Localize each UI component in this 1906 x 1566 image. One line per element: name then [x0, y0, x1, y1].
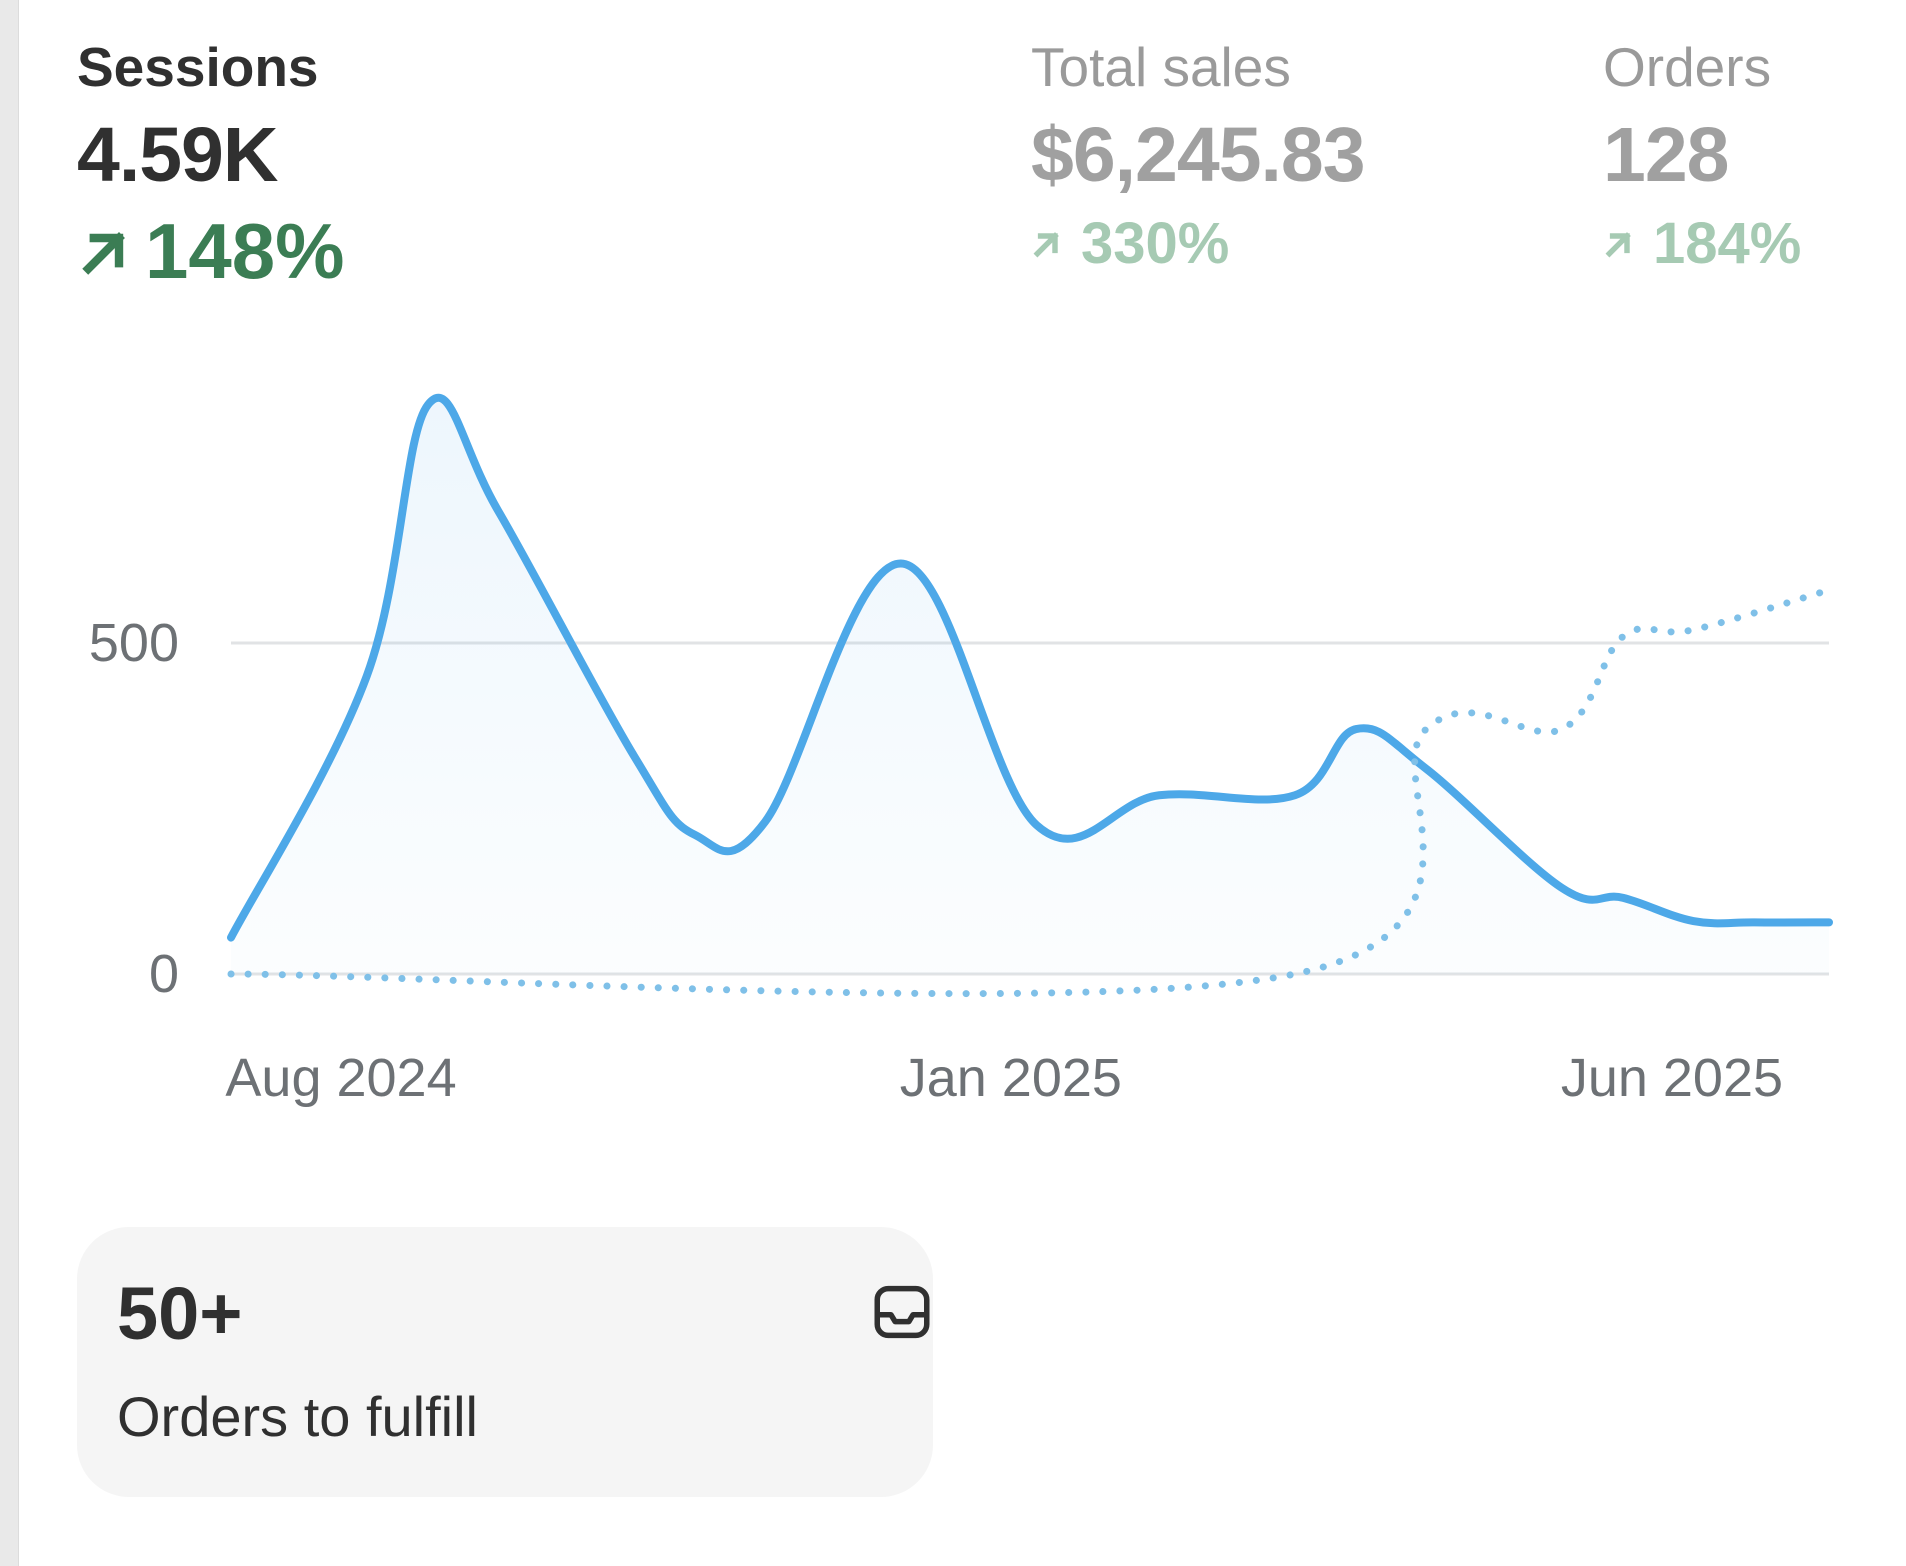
metric-sessions[interactable]: Sessions 4.59K 148%	[77, 40, 345, 297]
fulfill-count: 50+	[117, 1272, 243, 1355]
arrow-up-right-icon	[82, 231, 125, 275]
metric-change-value: 184%	[1653, 211, 1802, 276]
series-line-previous	[227, 586, 1833, 998]
orders-to-fulfill-card[interactable]: 50+ Orders to fulfill	[77, 1227, 933, 1497]
x-tick-label: Jan 2025	[900, 1048, 1122, 1108]
series-area	[231, 397, 1829, 975]
metric-value: 4.59K	[77, 112, 278, 198]
metric-total-sales[interactable]: Total sales $6,245.83 330%	[1031, 36, 1366, 277]
metric-change-value: 148%	[145, 207, 345, 295]
metric-label: Orders	[1603, 36, 1772, 98]
x-tick-label: Aug 2024	[225, 1048, 456, 1108]
metric-change: 330%	[1031, 210, 1365, 277]
metric-change: 148%	[77, 206, 345, 297]
metric-change: 184%	[1603, 210, 1801, 277]
x-tick-label: Jun 2025	[1561, 1048, 1783, 1108]
sessions-chart[interactable]: 0 500 Aug 2024 Jan 2025 Jun 2025	[19, 300, 1906, 1160]
fulfill-caption: Orders to fulfill	[117, 1385, 478, 1448]
metric-label: Total sales	[1031, 36, 1291, 98]
metric-value: $6,245.83	[1031, 112, 1366, 198]
arrow-up-right-icon	[1605, 231, 1631, 257]
metric-label: Sessions	[77, 36, 319, 98]
sessions-card: Sessions 4.59K 148% Total sales $6,245.8…	[18, 0, 1906, 1566]
inbox-icon	[874, 1285, 930, 1339]
y-tick-label: 0	[149, 944, 179, 1004]
metric-orders[interactable]: Orders 128 184%	[1603, 40, 1801, 277]
metric-change-value: 330%	[1081, 211, 1230, 276]
arrow-up-right-icon	[1033, 231, 1059, 257]
metric-value: 128	[1603, 112, 1729, 198]
series-line-current	[227, 393, 1833, 942]
y-tick-label: 500	[89, 613, 179, 673]
